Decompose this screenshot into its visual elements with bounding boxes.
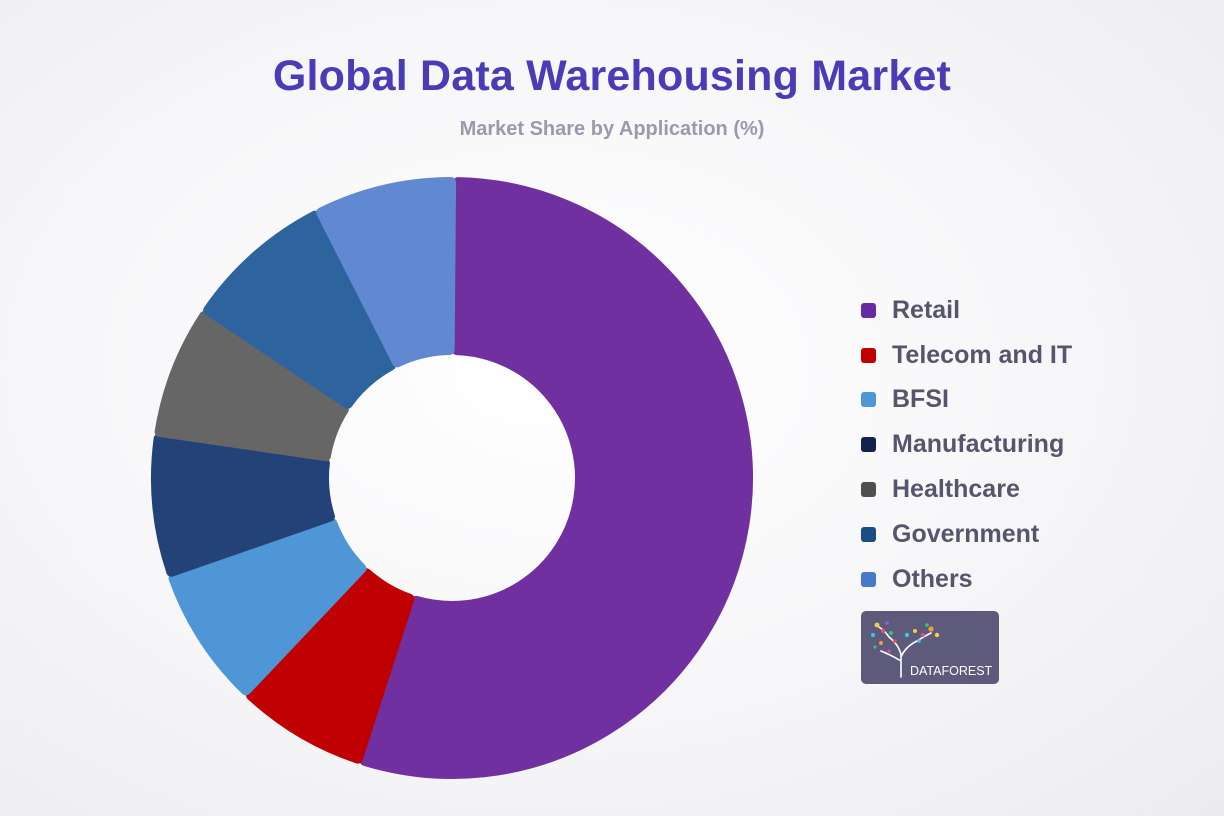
- legend-item-bfsi: BFSI: [861, 378, 1161, 423]
- legend-item-government: Government: [861, 512, 1161, 557]
- legend-label: Retail: [892, 295, 961, 324]
- donut-slice-telecom-and-it: [246, 568, 415, 764]
- legend-label: Manufacturing: [892, 430, 1065, 459]
- chart-legend: Retail Telecom and IT BFSI Manufacturing…: [861, 288, 1161, 602]
- legend-swatch: [861, 482, 876, 498]
- legend-label: Government: [892, 519, 1040, 548]
- legend-item-others: Others: [861, 557, 1161, 602]
- tree-logo-icon: DATAFOREST: [871, 621, 993, 678]
- donut-slice-others: [316, 177, 457, 368]
- legend-label: BFSI: [892, 385, 949, 414]
- legend-item-retail: Retail: [861, 288, 1161, 333]
- page-subtitle: Market Share by Application (%): [459, 118, 765, 140]
- donut-slice-bfsi: [168, 518, 367, 696]
- donut-slice-manufacturing: [151, 433, 335, 577]
- legend-swatch: [861, 437, 876, 453]
- logo-text: DATAFOREST: [910, 664, 993, 678]
- legend-label: Telecom and IT: [892, 340, 1073, 369]
- legend-swatch: [861, 571, 876, 587]
- donut-slice-healthcare: [154, 311, 349, 462]
- legend-swatch: [861, 392, 876, 408]
- legend-swatch: [861, 347, 876, 363]
- donut-slice-retail: [359, 177, 753, 779]
- legend-label: Others: [892, 564, 973, 593]
- legend-swatch: [861, 526, 876, 542]
- dataforest-logo: DATAFOREST: [861, 611, 999, 684]
- donut-slice-government: [203, 210, 396, 409]
- legend-item-telecom: Telecom and IT: [861, 333, 1161, 378]
- legend-item-healthcare: Healthcare: [861, 467, 1161, 512]
- legend-item-manufacturing: Manufacturing: [861, 422, 1161, 467]
- legend-swatch: [861, 302, 876, 318]
- page-title: Global Data Warehousing Market: [272, 52, 952, 100]
- legend-label: Healthcare: [892, 475, 1020, 504]
